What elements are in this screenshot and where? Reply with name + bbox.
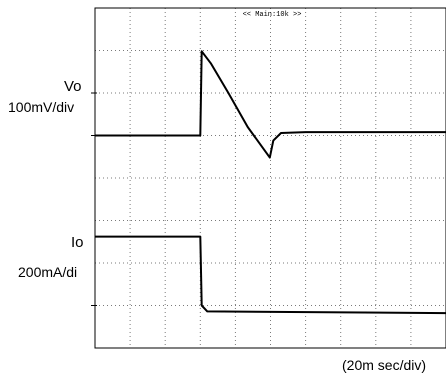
vo-channel-name: Vo — [64, 78, 82, 95]
traces — [95, 50, 446, 315]
io-channel-name: Io — [71, 234, 84, 251]
time-scale-label: (20m sec/div) — [342, 357, 427, 373]
plot-frame — [94, 7, 446, 349]
io-scale-label: 200mA/di — [18, 264, 78, 280]
trace-io — [95, 235, 446, 315]
channel-markers — [91, 92, 97, 306]
grid — [95, 8, 446, 348]
trace-vo — [95, 50, 446, 159]
vo-scale-label: 100mV/div — [8, 99, 75, 115]
header-label: << Main:10k >> — [243, 11, 302, 19]
